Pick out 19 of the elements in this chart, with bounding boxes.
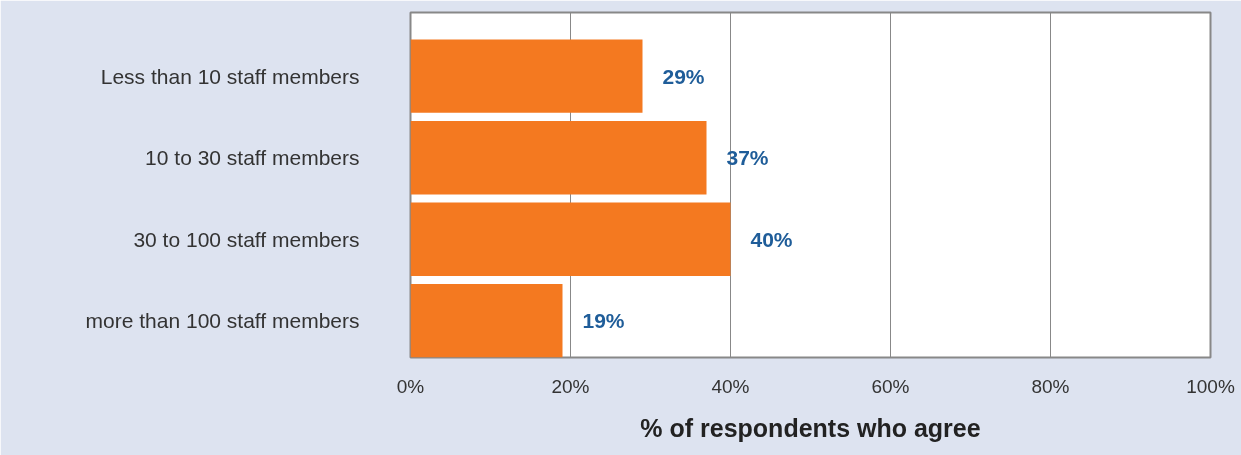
y-tick-label: Less than 10 staff members: [100, 64, 360, 88]
x-tick-label: 100%: [1186, 375, 1235, 397]
x-tick-label: 80%: [1031, 375, 1070, 397]
y-tick-label: more than 100 staff members: [85, 309, 360, 333]
data-label: 37%: [726, 146, 769, 170]
x-axis-title: % of respondents who agree: [640, 413, 981, 442]
data-label: 19%: [582, 309, 625, 333]
bar: [410, 284, 563, 358]
bar: [410, 120, 707, 195]
bar: [410, 39, 643, 113]
y-tick-label: 10 to 30 staff members: [145, 146, 360, 170]
y-tick-label: 30 to 100 staff members: [133, 227, 360, 251]
bar: [410, 202, 731, 276]
x-tick-label: 40%: [711, 375, 750, 397]
x-tick-label: 0%: [396, 375, 425, 397]
x-tick-label: 20%: [551, 375, 590, 397]
x-tick-label: 60%: [871, 375, 910, 397]
data-label: 40%: [750, 227, 793, 251]
data-label: 29%: [662, 64, 705, 88]
